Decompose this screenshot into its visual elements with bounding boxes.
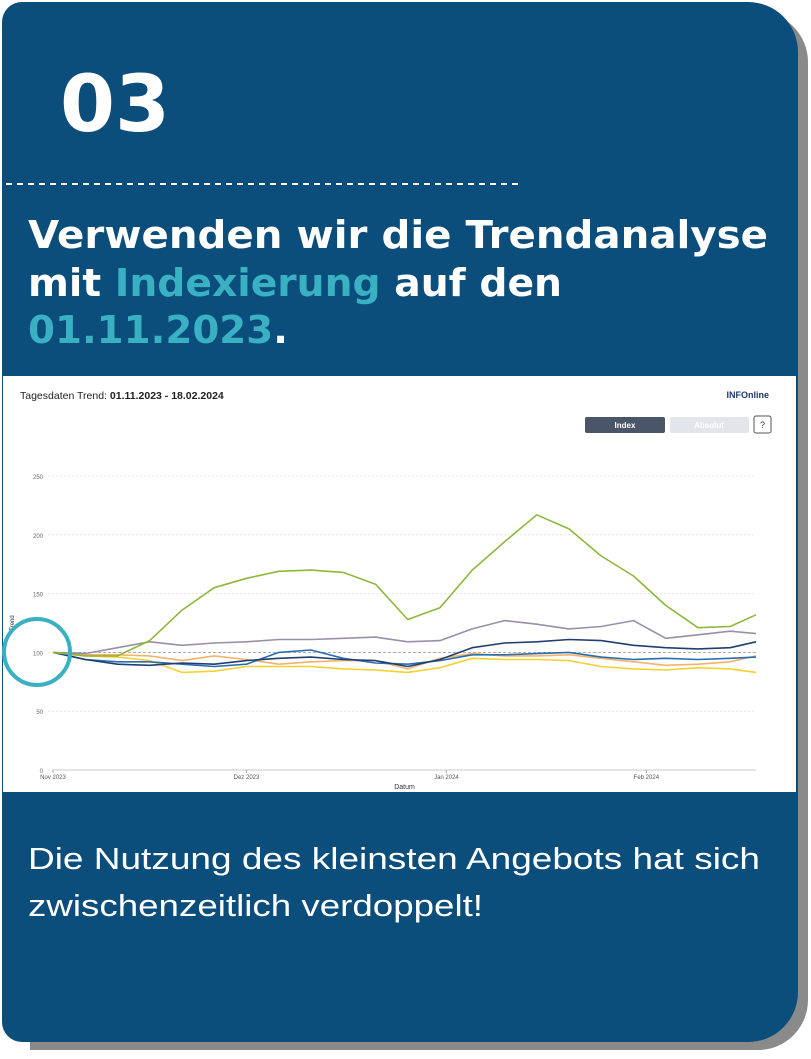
logo: INFOnline — [727, 390, 770, 400]
chart-panel — [3, 376, 796, 792]
y-axis-label: Trend — [10, 615, 16, 630]
x-tick-label: Jan 2024 — [434, 775, 459, 781]
series-line — [52, 514, 757, 657]
absolut-button[interactable] — [670, 417, 749, 433]
x-tick-label: Feb 2024 — [634, 775, 660, 781]
title-text: . — [273, 308, 288, 352]
chart-title-range: 01.11.2023 - 18.02.2024 — [110, 390, 224, 402]
title-highlight: Indexierung — [115, 261, 381, 305]
footer-line: Die Nutzung des kleinsten Angebots hat s… — [28, 841, 760, 876]
series-line — [52, 638, 757, 668]
y-tick-label: 250 — [33, 475, 44, 481]
x-tick-label: Dez 2023 — [234, 775, 260, 781]
y-tick-label: 200 — [33, 534, 44, 540]
title-text: Verwenden wir die Trendanalyse — [28, 213, 768, 257]
help-button-label[interactable]: ? — [760, 420, 765, 430]
title-highlight: 01.11.2023 — [28, 308, 273, 352]
series-line — [52, 619, 757, 655]
absolut-button-label[interactable]: Absolut — [694, 421, 724, 430]
title-text: auf den — [394, 261, 562, 305]
chart-title: Tagesdaten Trend: 01.11.2023 - 18.02.202… — [20, 390, 224, 402]
help-button[interactable] — [753, 415, 772, 434]
plot: 0 50 100 150 200 250 Nov 2023 Dez 2023 Jan 2024 F… — [10, 475, 757, 791]
footer-line: zwischenzeitlich verdoppelt! — [28, 888, 483, 923]
title-line: mit Indexierung auf den — [28, 261, 562, 305]
chart-title-label: Tagesdaten Trend: — [20, 390, 107, 402]
step-number: 03 — [60, 60, 170, 150]
y-tick-label: 100 — [33, 651, 44, 657]
title-line: 01.11.2023. — [28, 308, 288, 352]
title-line: Verwenden wir die Trendanalyse — [28, 213, 768, 257]
x-tick-label: Nov 2023 — [40, 775, 66, 781]
series-line — [52, 651, 757, 670]
title-text: mit — [28, 261, 101, 305]
x-axis-label: Datum — [394, 784, 415, 791]
y-tick-label: 0 — [40, 769, 44, 775]
highlight-circle — [2, 617, 72, 687]
y-tick-label: 150 — [33, 593, 44, 599]
y-tick-label: 50 — [36, 710, 43, 716]
index-button-label[interactable]: Index — [615, 421, 636, 430]
series-line — [52, 651, 757, 674]
index-button[interactable] — [585, 417, 665, 433]
